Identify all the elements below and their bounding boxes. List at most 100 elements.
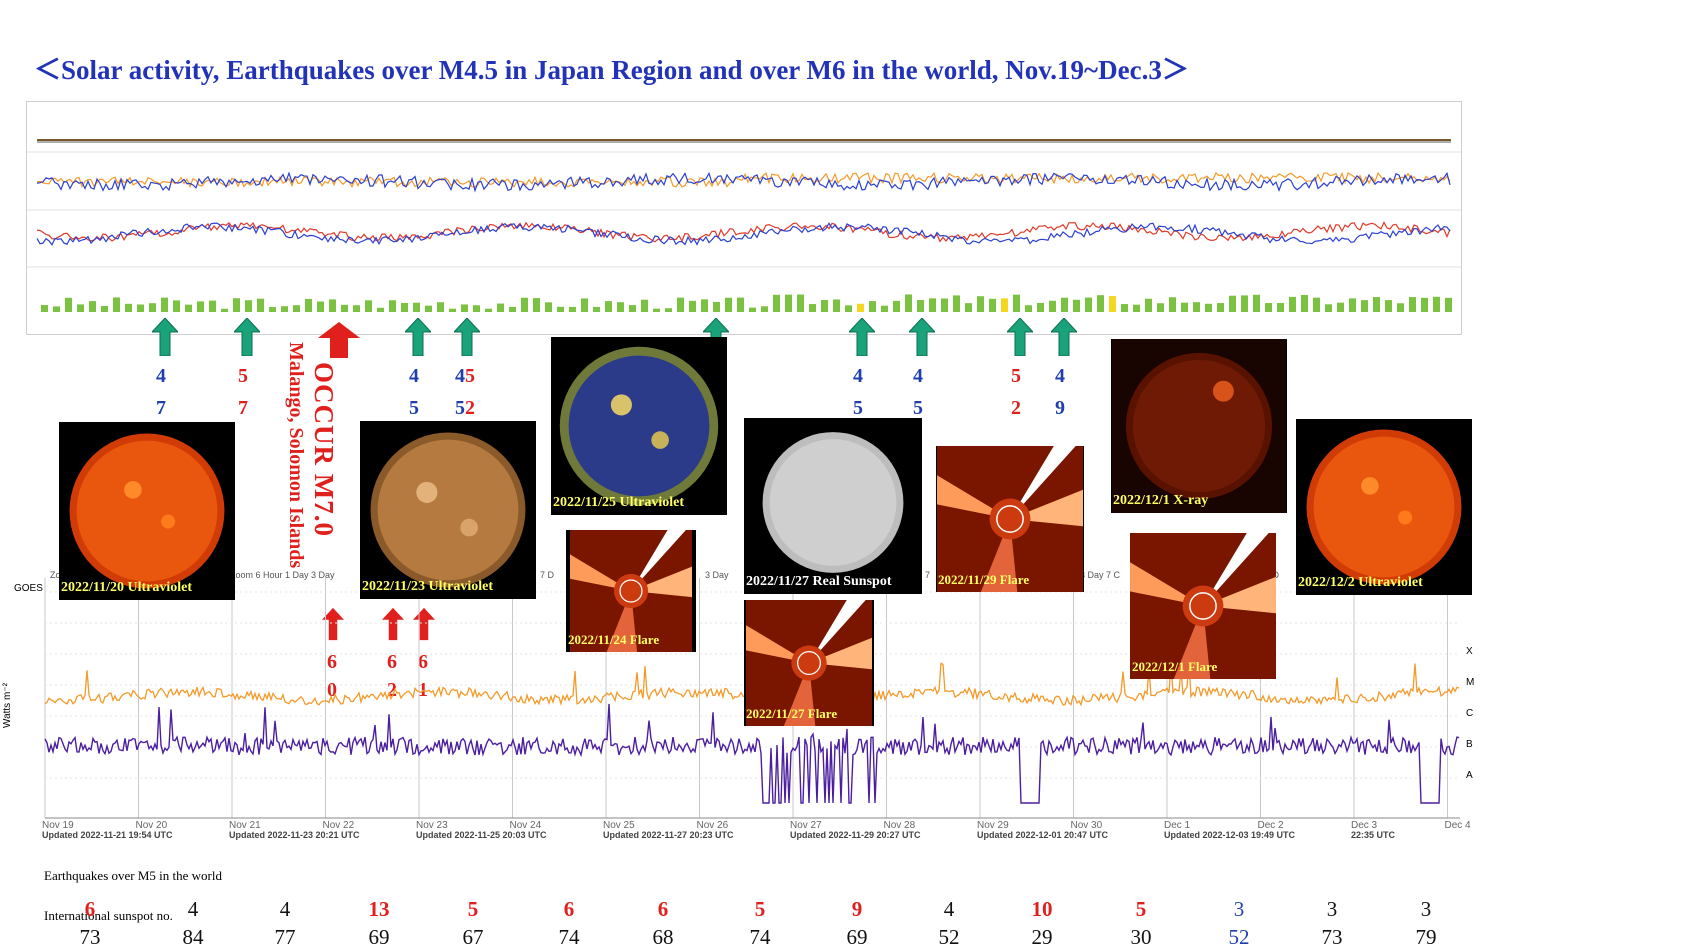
kp-bar bbox=[1049, 300, 1056, 312]
solar-image: 2022/11/24 Flare bbox=[566, 530, 696, 652]
kp-bar bbox=[569, 306, 576, 312]
solar-image: 2022/12/1 X-ray bbox=[1111, 339, 1287, 513]
solar-image: 2022/11/25 Ultraviolet bbox=[551, 337, 727, 515]
kp-bar bbox=[449, 308, 456, 312]
kp-bar bbox=[413, 302, 420, 312]
kp-bar bbox=[737, 297, 744, 312]
kp-bar bbox=[497, 303, 504, 312]
kp-bar bbox=[809, 304, 816, 312]
japan-quake-magnitude: 52 bbox=[455, 397, 475, 419]
flare-class-label: X bbox=[1466, 646, 1473, 657]
zoom-control: 3 Day 7 C bbox=[1080, 570, 1121, 580]
world-quake-count: 9 bbox=[851, 897, 863, 921]
japan-quake-arrow bbox=[1007, 318, 1033, 356]
xray-x-tick: Dec 3 bbox=[1351, 820, 1378, 831]
kp-bar bbox=[1241, 295, 1248, 312]
kp-bar bbox=[185, 304, 192, 312]
kp-bar bbox=[149, 303, 156, 312]
kp-bar bbox=[1277, 303, 1284, 312]
solar-image: 2022/11/29 Flare bbox=[936, 446, 1084, 592]
solar-image-caption: 2022/12/2 Ultraviolet bbox=[1298, 575, 1423, 590]
kp-bar bbox=[1133, 304, 1140, 312]
kp-bar bbox=[1181, 302, 1188, 312]
xray-axis-label: GOES bbox=[14, 583, 43, 594]
kp-bar bbox=[485, 308, 492, 312]
solar-image-caption: 2022/11/29 Flare bbox=[938, 572, 1030, 587]
kp-bar bbox=[353, 305, 360, 312]
sunspot-count: 69 bbox=[846, 925, 868, 949]
xray-updated-label: Updated 2022-11-29 20:27 UTC bbox=[790, 830, 921, 840]
kp-bar bbox=[1169, 297, 1176, 312]
kp-bar bbox=[197, 301, 204, 312]
kp-bar bbox=[749, 307, 756, 312]
world-quake-count: 3 bbox=[1233, 897, 1245, 921]
sunspot-count: 67 bbox=[462, 925, 484, 949]
kp-bar bbox=[365, 300, 372, 312]
kp-bar bbox=[341, 304, 348, 312]
kp-bar bbox=[1325, 304, 1332, 312]
kp-bar bbox=[329, 299, 336, 312]
kp-bar bbox=[869, 301, 876, 312]
xray-updated-label: 22:35 UTC bbox=[1351, 830, 1396, 840]
kp-bar bbox=[689, 300, 696, 312]
kp-bar bbox=[41, 305, 48, 312]
japan-quake-magnitude: 4 bbox=[1055, 365, 1065, 387]
xray-updated-label: Updated 2022-11-27 20:23 UTC bbox=[603, 830, 734, 840]
kp-bar bbox=[1313, 297, 1320, 312]
solar-image: 2022/11/27 Flare bbox=[744, 600, 874, 726]
japan-quake-magnitude: 4 bbox=[913, 365, 923, 387]
japan-quake-magnitude: 7 bbox=[156, 397, 166, 419]
world-quake-count: 5 bbox=[467, 897, 479, 921]
sunspot-count: 74 bbox=[749, 925, 771, 949]
xray-x-tick: Dec 1 bbox=[1164, 820, 1191, 831]
sunspot-count: 68 bbox=[652, 925, 674, 949]
solar-image: 2022/12/2 Ultraviolet bbox=[1296, 419, 1472, 595]
kp-bar bbox=[245, 300, 252, 312]
kp-bar bbox=[905, 294, 912, 312]
solar-image-caption: 2022/11/20 Ultraviolet bbox=[61, 580, 193, 595]
solar-image: 2022/11/27 Real Sunspot bbox=[744, 418, 922, 594]
world-quake-count: 6 bbox=[563, 897, 575, 921]
kp-bar bbox=[1061, 297, 1068, 312]
kp-bar bbox=[653, 308, 660, 312]
xray-updated-label: Updated 2022-11-23 20:21 UTC bbox=[229, 830, 360, 840]
kp-bar bbox=[509, 306, 516, 312]
kp-bar bbox=[797, 294, 804, 312]
sunspot-count: 77 bbox=[274, 925, 296, 949]
solar-image-caption: 2022/11/25 Ultraviolet bbox=[553, 495, 685, 510]
xray-updated-label: Updated 2022-12-03 19:49 UTC bbox=[1164, 830, 1296, 840]
kp-bar bbox=[893, 300, 900, 312]
kp-bar bbox=[953, 295, 960, 312]
kp-bar bbox=[977, 296, 984, 312]
kp-bar bbox=[1385, 300, 1392, 312]
world-quake-count: 6 bbox=[84, 897, 96, 921]
kp-bar bbox=[437, 302, 444, 312]
solar-image-caption: 2022/11/24 Flare bbox=[568, 632, 660, 647]
zoom-control: Zoom 6 Hour 1 Day 3 Day bbox=[230, 570, 335, 580]
japan-quake-magnitude: 4 bbox=[409, 365, 419, 387]
page-title: ＜Solar activity, Earthquakes over M4.5 i… bbox=[34, 55, 1189, 85]
occur-location: Malango, Solomon Islands bbox=[285, 342, 307, 569]
kp-bar bbox=[677, 297, 684, 312]
kp-bar bbox=[785, 294, 792, 312]
kp-bar bbox=[833, 299, 840, 312]
kp-bar bbox=[221, 308, 228, 312]
kp-bar bbox=[533, 298, 540, 312]
sunspot-label: International sunspot no. bbox=[44, 908, 173, 923]
japan-quake-arrow bbox=[454, 318, 480, 356]
sunspot-count: 73 bbox=[1321, 925, 1343, 949]
world-quake-count: 5 bbox=[1135, 897, 1147, 921]
japan-quake-arrow bbox=[234, 318, 260, 356]
kp-bar bbox=[1157, 303, 1164, 312]
solar-image-caption: 2022/12/1 Flare bbox=[1132, 659, 1218, 674]
kp-bar bbox=[113, 297, 120, 312]
occur-arrow bbox=[318, 322, 360, 363]
sunspot-count: 29 bbox=[1031, 925, 1053, 949]
world-quake-count: 13 bbox=[368, 897, 390, 921]
kp-bar bbox=[1097, 295, 1104, 312]
kp-bar bbox=[965, 303, 972, 312]
flare-class-label: C bbox=[1466, 708, 1474, 719]
kp-bar bbox=[389, 300, 396, 312]
kp-bar bbox=[1301, 294, 1308, 312]
sunspot-count: 52 bbox=[938, 925, 960, 949]
